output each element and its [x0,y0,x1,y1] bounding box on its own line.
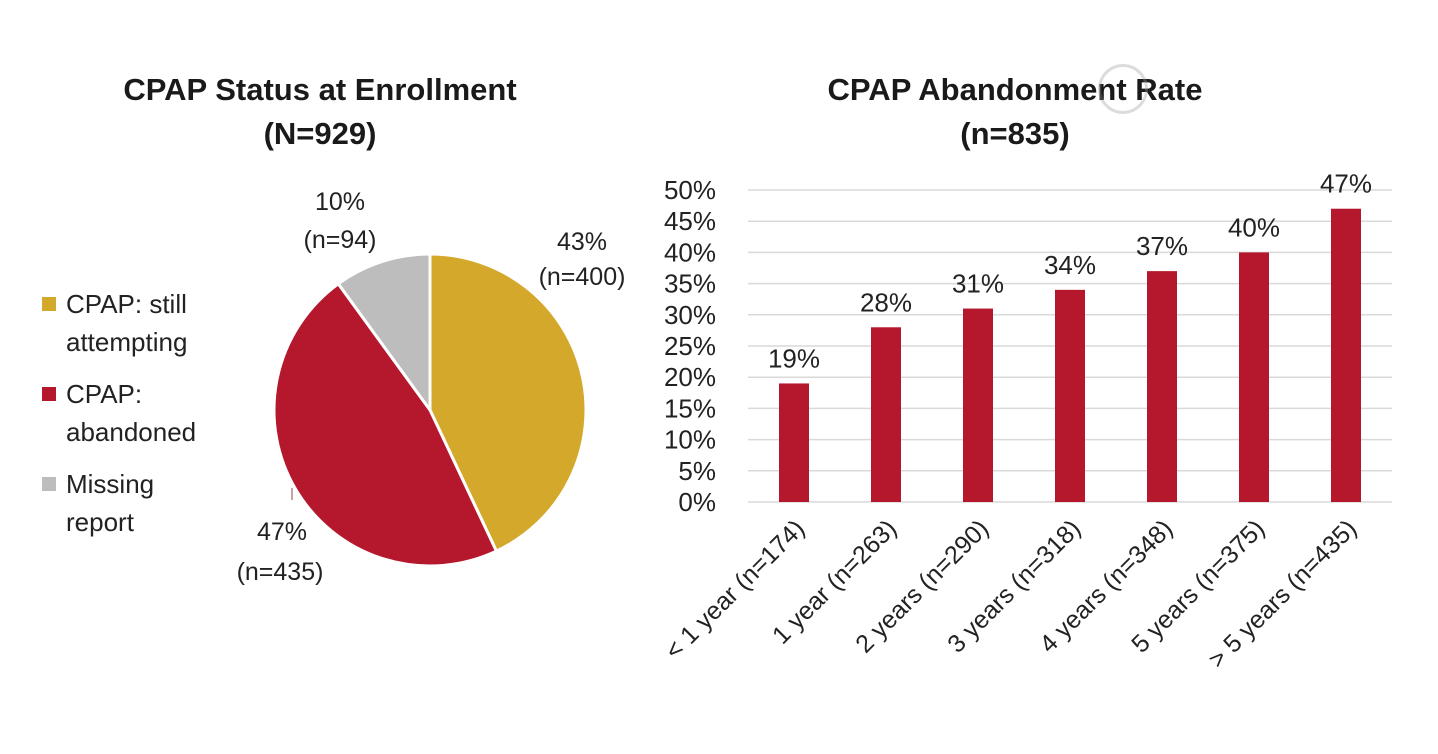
bar-data-label: 19% [768,343,820,373]
bar-data-label: 47% [1320,169,1372,199]
y-tick-label: 0% [678,487,716,517]
y-tick-label: 25% [664,331,716,361]
bar-data-label: 31% [952,269,1004,299]
pie-subtitle-line: (N=929) [263,116,377,151]
pie-slice-pct-label: 47% [257,518,307,546]
pie-slice-n-label: (n=94) [304,226,377,254]
legend-label-line: CPAP: still [66,289,187,319]
pie-slice-pct-label: 43% [557,228,607,256]
bar [779,383,809,502]
legend-swatch-missing-report [42,477,56,491]
legend-label-line: abandoned [66,417,197,447]
legend-item-missing-report: Missing report [40,465,240,541]
legend-label-line: CPAP: [66,379,143,409]
y-tick-label: 50% [664,175,716,205]
bar [871,327,901,502]
bar [963,308,993,502]
bar [1055,289,1085,502]
pie-slice-cpap-abandoned [272,281,499,568]
y-tick-label: 10% [664,425,716,455]
pie-slice-pct-label: 10% [315,188,365,216]
watermark [1098,62,1388,128]
legend-swatch-still-attempting [42,297,56,311]
bar-data-label: 28% [860,287,912,317]
pie-legend: CPAP: still attempting CPAP: abandoned M… [40,285,240,555]
y-tick-label: 35% [664,269,716,299]
bar [1239,252,1269,502]
legend-swatch-abandoned [42,387,56,401]
legend-label-line: report [66,507,134,537]
bar-data-label: 37% [1136,231,1188,261]
y-tick-label: 15% [664,393,716,423]
bar-data-label: 40% [1228,212,1280,242]
y-tick-label: 30% [664,300,716,330]
watermark-seal-icon [1098,64,1148,114]
pie-slice-n-label: (n=400) [539,263,626,291]
y-tick-label: 20% [664,362,716,392]
bar [1331,208,1361,502]
y-tick-label: 40% [664,237,716,267]
legend-item-still-attempting: CPAP: still attempting [40,285,240,361]
pie-slice-n-label: (n=435) [237,558,324,586]
bar-data-label: 34% [1044,250,1096,280]
pie-chart-title: CPAP Status at Enrollment (N=929) [80,68,560,156]
legend-label-line: attempting [66,327,188,357]
pie-chart: 43% (n=400) 47% (n=435) 10% (n=94) [237,188,626,586]
pie-title-line: CPAP Status at Enrollment [123,72,517,107]
legend-label-line: Missing [66,469,155,499]
bar [1147,271,1177,502]
y-tick-label: 5% [678,456,716,486]
y-tick-label: 45% [664,206,716,236]
bar-subtitle-line: (n=835) [960,116,1070,151]
legend-item-abandoned: CPAP: abandoned [40,375,240,451]
pie-slice-cpap-still-attempting [428,252,588,554]
pie-slice-missing-report [336,252,432,415]
